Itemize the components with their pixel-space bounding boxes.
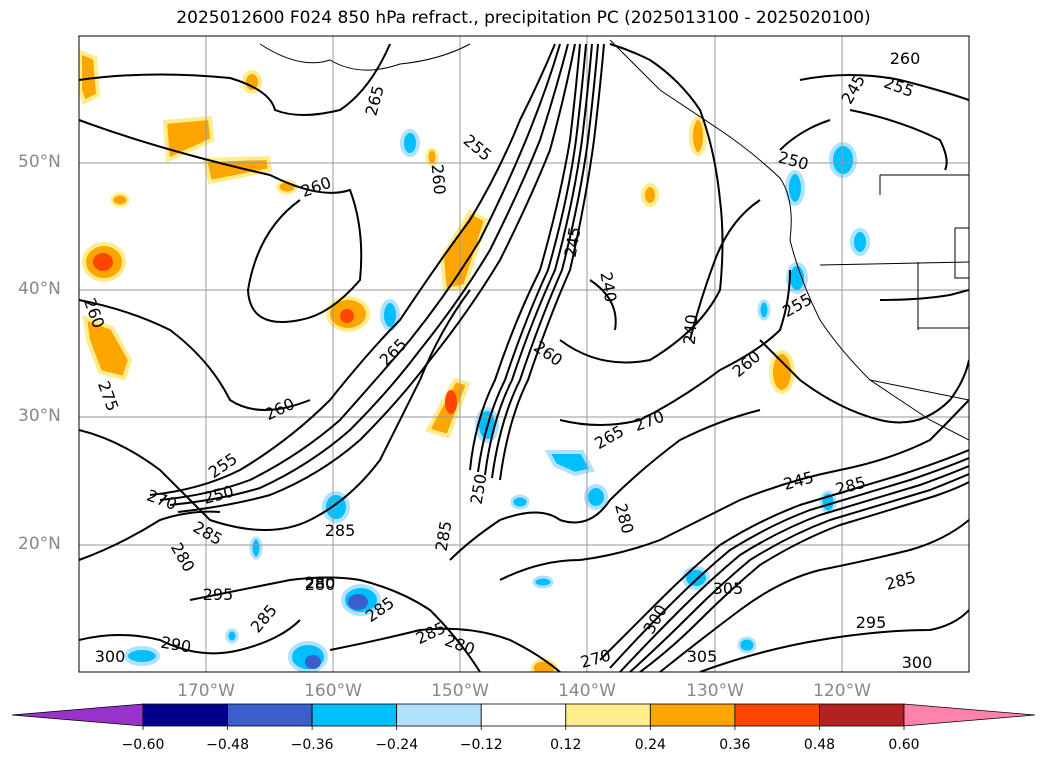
contour-label: 265 bbox=[591, 421, 627, 453]
colorbar-tick-label: 0.24 bbox=[634, 737, 666, 753]
colorbar bbox=[11, 703, 1036, 730]
contour-label: 260 bbox=[530, 337, 566, 370]
contour-label: 285 bbox=[883, 568, 917, 594]
contour-label: 260 bbox=[299, 173, 334, 201]
contour-label: 245 bbox=[781, 468, 815, 494]
colorbar-tick-label: −0.24 bbox=[375, 737, 419, 753]
contour-label: 285 bbox=[432, 519, 456, 552]
colorbar-segment bbox=[396, 703, 482, 727]
contour-label: 260 bbox=[262, 394, 298, 424]
coastlines bbox=[259, 39, 969, 441]
colorbar-tick-label: −0.12 bbox=[459, 737, 503, 753]
contour-label: 285 bbox=[325, 521, 356, 540]
lat-label-50n: 50°N bbox=[18, 152, 61, 172]
contour-label: 240 bbox=[680, 313, 702, 345]
contour-label: 275 bbox=[94, 379, 122, 414]
contour-label: 240 bbox=[596, 270, 620, 303]
lon-label-120w: 120°W bbox=[813, 681, 871, 701]
contour-label: 260 bbox=[729, 347, 765, 381]
colorbar-segment bbox=[819, 703, 905, 727]
map-frame bbox=[78, 35, 970, 673]
contour-label: 280 bbox=[611, 501, 637, 535]
contour-label: 295 bbox=[856, 613, 887, 632]
contour-label: 250 bbox=[776, 148, 810, 174]
contour-label: 255 bbox=[205, 449, 241, 482]
lat-label-40n: 40°N bbox=[18, 279, 61, 299]
contour-label: 270 bbox=[144, 486, 179, 514]
contour-label: 300 bbox=[902, 653, 933, 672]
contour-label: 250 bbox=[467, 472, 491, 505]
map-title: 2025012600 F024 850 hPa refract., precip… bbox=[176, 8, 871, 28]
colorbar-tick-label: 0.48 bbox=[803, 737, 836, 753]
colorbar-segment bbox=[649, 703, 736, 727]
contour-label: 255 bbox=[460, 131, 496, 165]
contour-label: 270 bbox=[632, 407, 667, 435]
colorbar-segment bbox=[565, 703, 651, 727]
contour-label: 265 bbox=[362, 83, 388, 117]
precip-fill-layer bbox=[79, 49, 870, 672]
colorbar-segment bbox=[227, 703, 313, 727]
colorbar-tick-label: −0.36 bbox=[290, 737, 334, 753]
lon-label-130w: 130°W bbox=[686, 681, 744, 701]
colorbar-tick-label: −0.60 bbox=[121, 737, 165, 753]
contour-label: 305 bbox=[687, 647, 718, 666]
colorbar-extend-high bbox=[903, 703, 1036, 727]
colorbar-segment bbox=[142, 703, 228, 727]
lon-label-140w: 140°W bbox=[558, 681, 616, 701]
contour-label: 260 bbox=[890, 49, 921, 68]
contour-label: 290 bbox=[159, 633, 192, 657]
contour-label: 285 bbox=[190, 517, 226, 549]
colorbar-tick-label: −0.48 bbox=[206, 737, 249, 753]
lat-label-30n: 30°N bbox=[18, 406, 61, 426]
contour-label: 295 bbox=[203, 585, 234, 604]
colorbar-tick-label: 0.12 bbox=[550, 737, 582, 753]
contour-label: 280 bbox=[305, 573, 336, 592]
lon-label-150w: 150°W bbox=[431, 681, 489, 701]
colorbar-segment bbox=[311, 703, 398, 727]
contour-label: 300 bbox=[95, 647, 126, 666]
contour-label: 255 bbox=[881, 73, 916, 101]
lon-label-160w: 160°W bbox=[304, 681, 362, 701]
lon-label-170w: 170°W bbox=[177, 681, 235, 701]
contour-lines bbox=[79, 43, 969, 672]
colorbar-extend-low bbox=[11, 703, 144, 727]
colorbar-tick-label: 0.36 bbox=[719, 737, 751, 753]
contour-label: 285 bbox=[247, 601, 281, 637]
lat-label-20n: 20°N bbox=[18, 534, 61, 554]
contour-label: 270 bbox=[578, 646, 612, 672]
contour-label: 280 bbox=[305, 575, 336, 594]
contour-label: 245 bbox=[561, 225, 585, 258]
colorbar-segment bbox=[734, 703, 820, 727]
colorbar-tick-label: 0.60 bbox=[888, 737, 920, 753]
contour-label: 305 bbox=[713, 579, 744, 598]
colorbar-segment bbox=[480, 703, 567, 727]
contour-label: 260 bbox=[428, 163, 450, 195]
